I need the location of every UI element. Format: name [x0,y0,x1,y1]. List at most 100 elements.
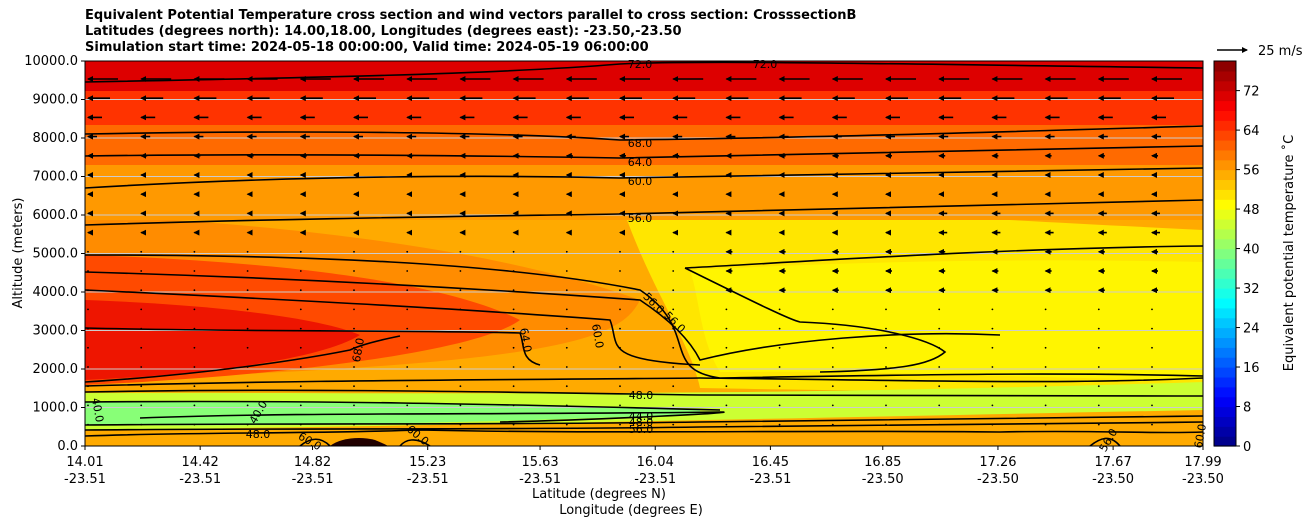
wind-vector [778,385,781,388]
colorbar-band [1214,149,1236,161]
wind-vector [725,385,728,388]
x-tick-label-lon: -23.51 [407,472,449,487]
title-line-2: Latitudes (degrees north): 14.00,18.00, … [85,24,682,39]
wind-vector [619,289,621,292]
wind-vector [87,308,89,311]
contour-label: 68.0 [350,337,367,363]
wind-vector [406,423,409,426]
wind-vector [1151,308,1153,311]
wind-vector [619,404,621,407]
wind-vector [299,366,302,368]
colorbar-band [1214,288,1236,299]
title-line-3: Simulation start time: 2024-05-18 00:00:… [85,40,649,55]
y-tick-label: 7000.0 [33,170,79,185]
wind-vector [1044,423,1047,426]
colorbar-band [1214,228,1236,240]
contour-line [85,377,1203,387]
colorbar-band [1214,100,1236,111]
wind-vector [1097,308,1100,311]
contour-line [85,327,541,366]
wind-vector [885,366,887,368]
wind-vector [406,346,409,349]
wind-vector [193,250,196,253]
wind-vector [87,404,89,407]
wind-vector [1097,346,1100,349]
wind-vector [1044,346,1047,349]
wind-vector [459,385,462,388]
wind-vector [1044,308,1047,311]
y-tick-label: 6000.0 [33,208,79,223]
x-axis: 14.01 -23.51 14.42 -23.51 14.82 -23.51 15.23 -2… [64,446,1224,487]
contour-label: 48.0 [629,389,654,402]
wind-vector [87,423,89,426]
x-tick-label-lat: 17.26 [979,455,1016,470]
colorbar-tick-label: 48 [1243,203,1260,218]
colorbar-band [1214,307,1236,319]
wind-vectors [87,76,1182,426]
colorbar-tick-label: 56 [1243,164,1260,179]
wind-vector [246,366,249,368]
wind-vector [619,423,621,426]
x-axis-label-latitude: Latitude (degrees N) [532,487,666,502]
wind-vector [1097,327,1100,330]
colorbar-band [1214,110,1236,121]
wind-vector [87,346,89,349]
wind-vector [140,385,143,388]
wind-vector [246,308,249,311]
colorbar-band [1214,436,1236,447]
wind-vector [938,404,941,407]
contour-label: 44.0 [629,410,654,423]
wind-vector [672,346,675,349]
wind-vector [406,327,409,330]
wind-vector [831,385,834,388]
wind-vector [672,423,675,426]
contour-line [85,125,1203,141]
wind-vector [619,270,621,272]
contour-label: 60.0 [628,175,653,188]
wind-vector [246,250,249,253]
wind-vector [619,308,621,311]
wind-vector [885,346,887,349]
x-tick-label-lon: -23.51 [64,472,106,487]
wind-vector [938,423,941,426]
wind-vector [831,423,834,426]
contour-label: 60.0 [1192,423,1209,449]
wind-vector [1097,404,1100,407]
wind-vector [406,250,409,253]
colorbar-band [1214,386,1236,398]
colorbar-tick-label: 8 [1243,401,1251,416]
contour-label: 64.0 [628,156,653,169]
contour-line [85,389,1203,397]
wind-vector [193,423,196,426]
wind-vector [725,366,728,368]
contour-line [85,429,1203,437]
contour-line [139,411,725,423]
wind-vector [140,270,143,272]
wind-vector [459,327,462,330]
wind-vector [193,366,196,368]
wind-vector [140,250,143,253]
colorbar-band [1214,416,1236,427]
wind-vector [885,385,887,388]
colorbar-band [1214,297,1236,309]
wind-vector [406,308,409,311]
wind-vector [672,289,675,292]
x-tick-label-lon: -23.50 [1182,472,1224,487]
wind-vector [140,289,143,292]
contour-label: 48.0 [629,416,654,429]
wind-vector [1044,385,1047,388]
wind-vector [938,346,941,349]
wind-vector [619,327,621,330]
quiver-key-label: 25 m/s [1258,44,1303,59]
contour-line [85,335,401,383]
y-tick-label: 1000.0 [33,401,79,416]
wind-vector [672,327,675,330]
x-tick-label-lat: 15.23 [409,455,446,470]
wind-vector [87,366,89,368]
wind-vector [619,385,621,388]
wind-vector [725,423,728,426]
colorbar-band [1214,426,1236,437]
wind-vector [1097,423,1100,426]
contour-label: 68.0 [628,137,653,150]
